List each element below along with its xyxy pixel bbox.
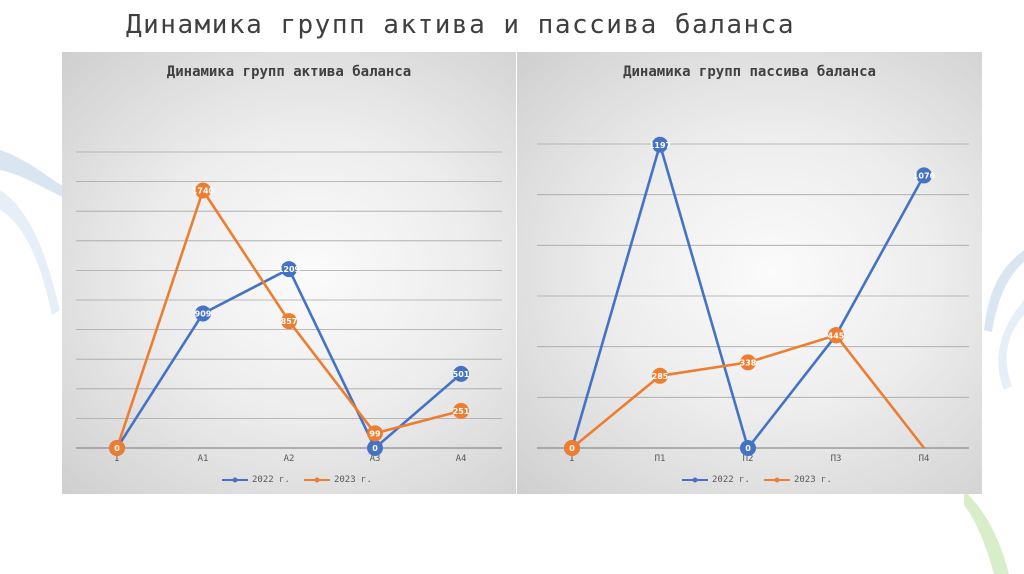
assets-chart-title: Динамика групп актива баланса — [166, 64, 412, 80]
legend-item-2022: 2022 г. — [682, 475, 750, 485]
legend-2023-label: 2023 г. — [333, 475, 372, 485]
x-tick-label: A3 — [370, 454, 381, 464]
legend-item-2022: 2022 г. — [222, 475, 290, 485]
data-label: 1740 — [192, 186, 215, 195]
liabilities-chart-legend: 2022 г. 2023 г. — [682, 470, 832, 490]
data-point — [740, 440, 756, 456]
decorative-swoosh-left — [0, 150, 70, 315]
legend-2023-marker — [303, 477, 330, 483]
data-label: 501 — [453, 370, 470, 379]
liabilities-chart-title: Динамика групп пассива баланса — [623, 64, 876, 80]
x-tick-label: I — [114, 454, 119, 464]
x-tick-label: П3 — [831, 454, 842, 464]
assets-line-chart: IA1A2A3A40909120905010174085799251 — [76, 151, 502, 464]
x-tick-label: П2 — [743, 454, 754, 464]
legend-item-2023: 2023 г. — [303, 475, 372, 485]
data-label: 445 — [828, 331, 845, 340]
data-point — [740, 354, 756, 371]
liabilities-chart-panel: Динамика групп пассива баланса I П1 П2 П3 П4… — [517, 52, 982, 494]
x-tick-label: A2 — [284, 454, 295, 464]
assets-chart-legend: 2022 г. 2023 г. — [222, 470, 372, 490]
data-label: 0 — [745, 444, 751, 453]
data-point — [828, 327, 844, 344]
data-point — [109, 440, 125, 456]
legend-2023-marker — [763, 477, 790, 483]
data-label: 1197 — [649, 141, 671, 150]
data-label: 285 — [652, 372, 669, 381]
legend-2022-marker — [222, 477, 248, 483]
legend-2022-marker — [682, 477, 708, 483]
legend-2023-label: 2023 г. — [793, 475, 832, 485]
data-label: 857 — [281, 317, 298, 326]
liabilities-line-chart: IП1П2П3П401197044510760285338445 — [537, 136, 969, 464]
x-tick-label: A1 — [198, 454, 209, 464]
data-point — [367, 425, 383, 442]
legend-item-2023: 2023 г. — [763, 475, 832, 485]
data-point — [281, 313, 297, 330]
data-point — [652, 367, 668, 384]
data-point — [195, 305, 211, 322]
legend-2022-label: 2022 г. — [712, 475, 750, 485]
data-label: 0 — [114, 444, 120, 453]
data-point — [195, 182, 211, 199]
x-tick-label: A4 — [456, 454, 467, 464]
x-tick-label: П4 — [919, 454, 930, 464]
data-label: 338 — [740, 358, 757, 367]
series-line-1 — [571, 333, 926, 450]
x-tick-label: I — [569, 454, 574, 464]
data-point — [652, 136, 668, 153]
data-label: 99 — [369, 429, 381, 438]
slide-title: Динамика групп актива и пассива баланса — [126, 10, 795, 40]
x-tick-label: П1 — [655, 454, 666, 464]
data-point — [564, 440, 580, 456]
data-point — [367, 440, 383, 456]
data-label: 1076 — [913, 171, 936, 180]
data-label: 909 — [195, 309, 212, 318]
assets-chart-panel: Динамика групп актива баланса I A1 A2 A3 A4 0… — [62, 52, 516, 494]
data-point — [916, 167, 932, 184]
data-label: 1209 — [278, 265, 301, 274]
data-label: 251 — [453, 407, 470, 416]
data-point — [453, 365, 469, 382]
data-label: 0 — [569, 444, 575, 453]
legend-2022-label: 2022 г. — [252, 475, 290, 485]
data-label: 0 — [372, 444, 378, 453]
data-point — [453, 402, 469, 419]
data-point — [281, 261, 297, 278]
